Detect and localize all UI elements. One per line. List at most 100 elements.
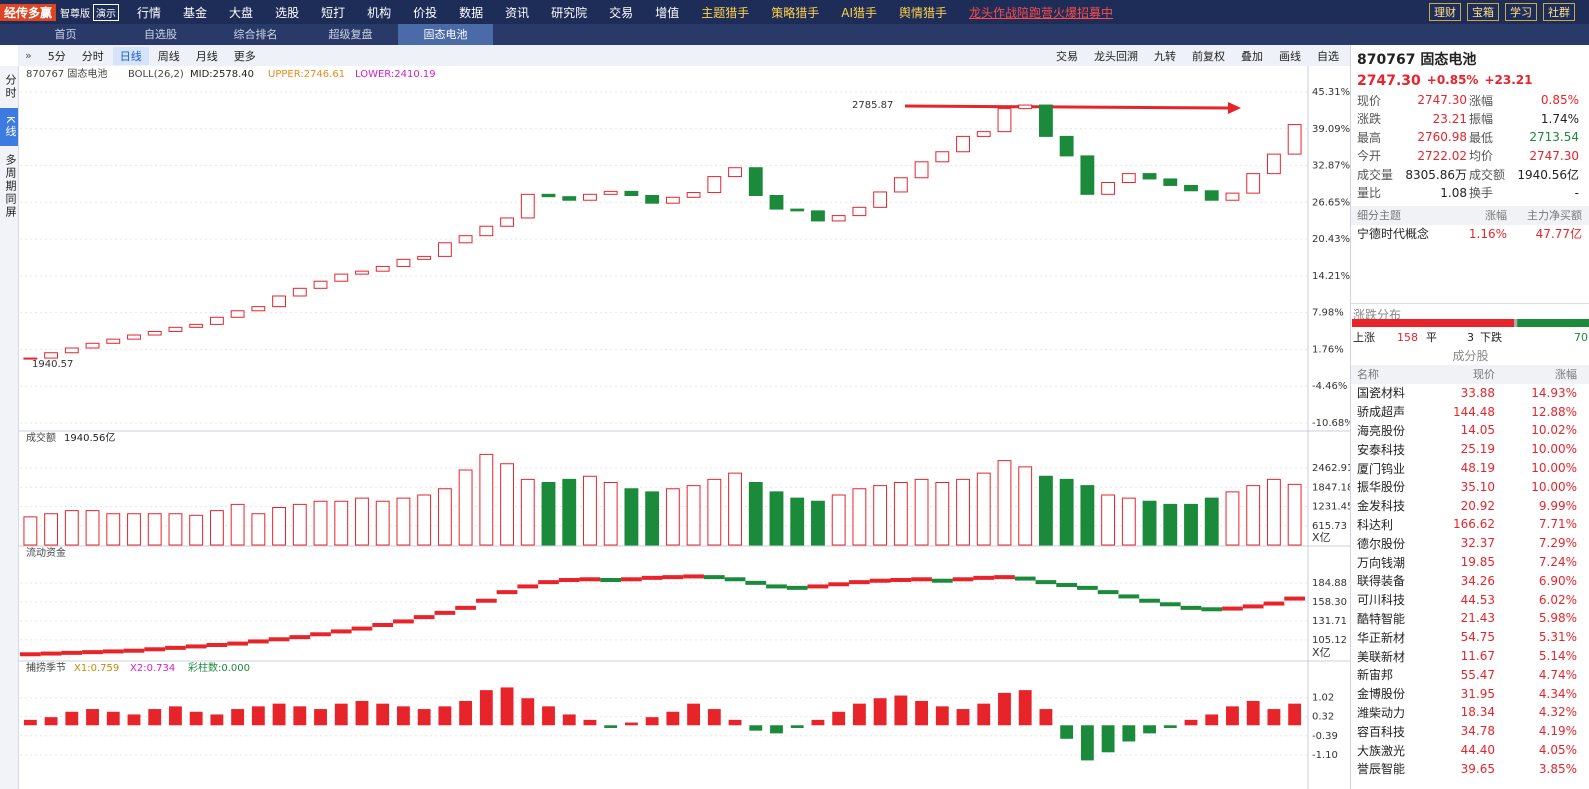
- cons-row[interactable]: 骄成超声 144.48 12.88%: [1351, 402, 1589, 421]
- osc-bar: [707, 709, 721, 726]
- logo[interactable]: 经传多赢: [0, 3, 57, 21]
- cons-cell: 4.74%: [1538, 667, 1577, 682]
- cons-row[interactable]: 厦门钨业 48.19 10.00%: [1351, 459, 1589, 478]
- volume-bar: [769, 491, 784, 546]
- theme-header-cell: 涨幅: [1485, 209, 1507, 223]
- toolbar: » 5分 分时 日线 周线 月线 更多 交易 龙头回溯 九转 前复权 叠加 画线 自选: [18, 45, 1350, 66]
- cons-row[interactable]: 大族激光 44.40 4.05%: [1351, 741, 1589, 760]
- menu-item[interactable]: 短打: [321, 5, 346, 20]
- candle: [1266, 153, 1281, 175]
- quote-label: 最高: [1357, 130, 1382, 145]
- volume-bar: [748, 482, 763, 546]
- menu-item[interactable]: 主题猎手: [701, 5, 750, 20]
- menu-item[interactable]: 价投: [413, 5, 438, 20]
- tab[interactable]: 超级复盘: [328, 28, 373, 41]
- theme-cell[interactable]: 宁德时代概念: [1357, 227, 1430, 242]
- panel-header: BOLL(26,2): [128, 69, 184, 80]
- flow-mark: [952, 577, 974, 582]
- menu-item[interactable]: 交易: [609, 5, 634, 20]
- quote-value: 2747.30: [1417, 93, 1467, 108]
- candle: [458, 235, 473, 244]
- cons-row[interactable]: 容百科技 34.78 4.19%: [1351, 722, 1589, 741]
- cons-row[interactable]: 德尔股份 32.37 7.29%: [1351, 534, 1589, 553]
- tab-bar: 首页 自选股 综合排名 超级复盘 固态电池: [0, 24, 1589, 45]
- menu-bar: 经传多赢 智尊版 演示 行情 基金 大盘 选股 短打 机构 价投 数据 资讯 研究院 交易 增值 主题猎…: [0, 0, 1589, 24]
- candle: [500, 217, 514, 227]
- cons-row[interactable]: 振华股份 35.10 10.00%: [1351, 477, 1589, 496]
- tool-button[interactable]: 自选: [1317, 49, 1339, 63]
- quote-title: 870767 固态电池: [1357, 52, 1477, 68]
- menu-item[interactable]: 资讯: [505, 5, 530, 20]
- cons-row[interactable]: 科达利 166.62 7.71%: [1351, 515, 1589, 534]
- tool-button[interactable]: 画线: [1279, 49, 1301, 63]
- cons-row[interactable]: 万向钱潮 19.85 7.24%: [1351, 553, 1589, 572]
- menu-button[interactable]: 社群: [1543, 3, 1575, 21]
- menu-item[interactable]: 增值: [655, 5, 680, 20]
- cons-row[interactable]: 美联新材 11.67 5.14%: [1351, 647, 1589, 666]
- osc-bar: [293, 706, 307, 726]
- menu-item[interactable]: 行情: [137, 5, 162, 20]
- cons-row[interactable]: 新宙邦 55.47 4.74%: [1351, 665, 1589, 684]
- menu-item[interactable]: 研究院: [551, 5, 588, 20]
- menu-button[interactable]: 学习: [1505, 3, 1537, 21]
- tool-button[interactable]: 龙头回溯: [1094, 49, 1138, 63]
- menu-item[interactable]: 基金: [183, 5, 208, 20]
- tool-button[interactable]: 前复权: [1192, 49, 1225, 63]
- cons-row[interactable]: 金博股份 31.95 4.34%: [1351, 684, 1589, 703]
- demo[interactable]: 演示: [93, 3, 120, 21]
- cons-row[interactable]: 联得装备 34.26 6.90%: [1351, 571, 1589, 590]
- tab[interactable]: 首页: [54, 28, 77, 41]
- period-button[interactable]: 分时: [81, 49, 104, 63]
- change: +23.21: [1484, 73, 1533, 87]
- candle: [541, 193, 556, 198]
- menu-item[interactable]: 选股: [275, 5, 300, 20]
- osc-bar: [562, 714, 576, 726]
- menu-item[interactable]: 舆情猎手: [898, 5, 947, 20]
- candle: [1018, 104, 1033, 110]
- side-tab[interactable]: K线: [0, 108, 18, 147]
- menu-item[interactable]: 大盘: [229, 5, 254, 20]
- cons-row[interactable]: 誉辰智能 39.65 3.85%: [1351, 759, 1589, 778]
- menu-item[interactable]: 数据: [459, 5, 484, 20]
- osc-bar: [894, 695, 908, 726]
- osc-bar: [770, 725, 783, 734]
- side-tab[interactable]: 分时: [4, 74, 17, 100]
- cons-row[interactable]: 可川科技 44.53 6.02%: [1351, 590, 1589, 609]
- osc-bar: [583, 719, 597, 726]
- cons-row[interactable]: 潍柴动力 18.34 4.32%: [1351, 703, 1589, 722]
- candle: [873, 191, 888, 208]
- cons-row[interactable]: 国瓷材料 33.88 14.93%: [1351, 384, 1589, 403]
- tool-button[interactable]: 交易: [1056, 49, 1078, 63]
- cons-row[interactable]: 金发科技 20.92 9.99%: [1351, 496, 1589, 515]
- volume-bar: [893, 482, 908, 546]
- cons-row[interactable]: 海亮股份 14.05 10.02%: [1351, 421, 1589, 440]
- down-count: 70: [1574, 330, 1588, 344]
- tab[interactable]: 固态电池: [398, 24, 493, 45]
- period-button[interactable]: 周线: [157, 49, 180, 63]
- volume-bar: [230, 503, 245, 546]
- side-tab[interactable]: 多周期同屏: [4, 154, 17, 220]
- tab[interactable]: 综合排名: [233, 28, 278, 41]
- period-button[interactable]: 月线: [195, 49, 218, 63]
- osc-bar: [687, 703, 701, 726]
- tool-button[interactable]: 叠加: [1241, 49, 1263, 63]
- candle: [1163, 178, 1178, 186]
- period-button[interactable]: 5分: [47, 49, 66, 63]
- menu-item[interactable]: 机构: [367, 5, 392, 20]
- cons-row[interactable]: 安泰科技 25.19 10.00%: [1351, 440, 1589, 459]
- menu-item[interactable]: 策略猎手: [771, 5, 820, 20]
- cons-header-cell: 现价: [1473, 368, 1495, 382]
- cons-row[interactable]: 酷特智能 21.43 5.98%: [1351, 609, 1589, 628]
- menu-button[interactable]: 理财: [1429, 3, 1461, 21]
- quote-value: 2760.98: [1417, 130, 1467, 145]
- y-tick-label: 1.02: [1312, 693, 1334, 704]
- menu-button[interactable]: 宝箱: [1467, 3, 1499, 21]
- promo-link[interactable]: 龙头作战陪跑营火爆招募中: [969, 5, 1114, 20]
- period-button[interactable]: 日线: [112, 46, 149, 65]
- cons-row[interactable]: 华正新材 54.75 5.31%: [1351, 628, 1589, 647]
- tab[interactable]: 自选股: [144, 28, 177, 41]
- menu-item[interactable]: AI猎手: [841, 5, 877, 20]
- tool-button[interactable]: 九转: [1154, 49, 1176, 63]
- period-button[interactable]: 更多: [233, 49, 256, 63]
- cons-cell: 10.00%: [1531, 479, 1577, 494]
